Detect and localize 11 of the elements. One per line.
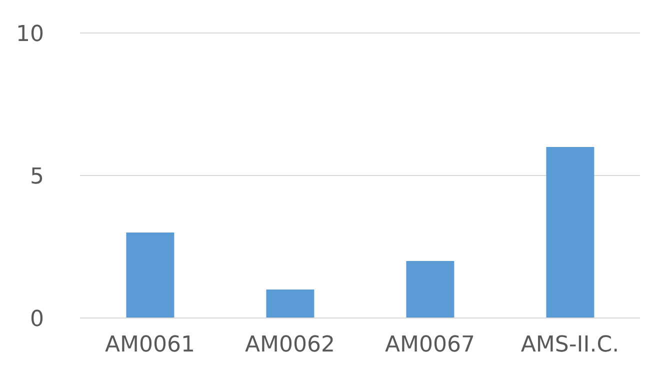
bar — [126, 232, 174, 318]
x-tick-label: AM0061 — [104, 332, 196, 358]
x-tick-label: AMS-II.C. — [520, 332, 620, 358]
x-tick-label: AM0067 — [384, 332, 476, 358]
bar — [546, 147, 594, 318]
y-tick-label: 10 — [16, 22, 44, 47]
bar — [406, 261, 454, 318]
x-tick-label: AM0062 — [244, 332, 336, 358]
y-tick-label: 0 — [30, 306, 44, 332]
bar — [266, 290, 314, 318]
y-tick-label: 5 — [30, 164, 44, 190]
